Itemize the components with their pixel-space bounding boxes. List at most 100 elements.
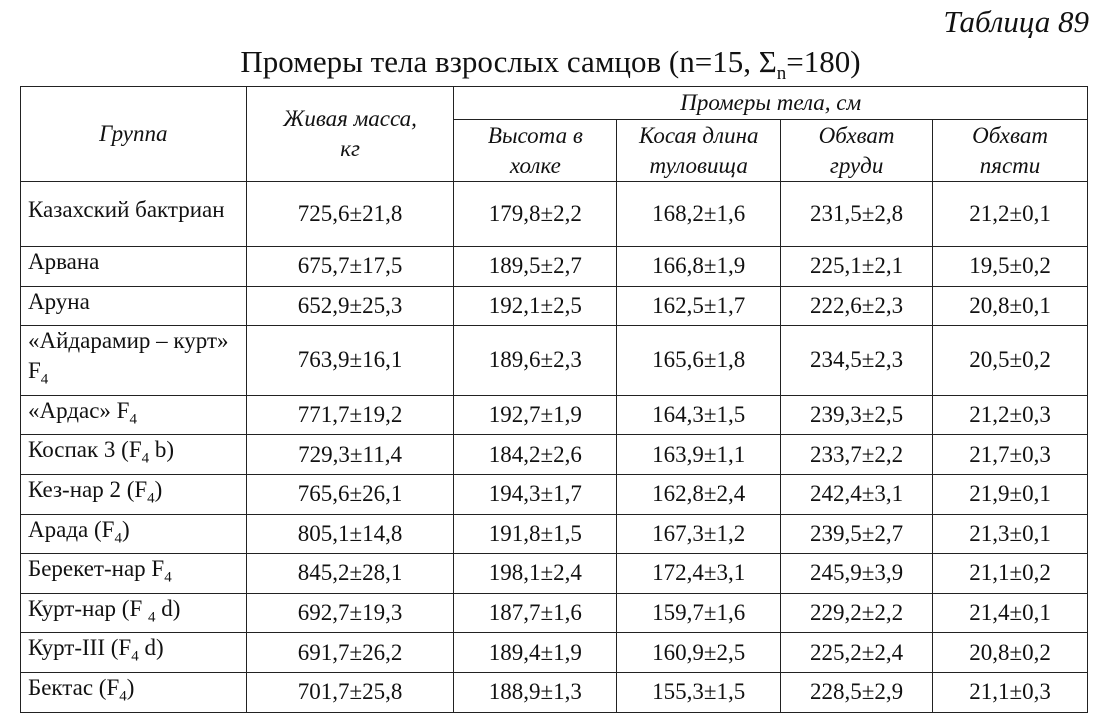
cell-chest: 233,7±2,2 xyxy=(780,434,934,475)
cell-length: 168,2±1,6 xyxy=(616,181,782,247)
cell-mass: 845,2±28,1 xyxy=(245,553,455,594)
cell-mass: 675,7±17,5 xyxy=(245,246,455,287)
header-chest: Обхват груди xyxy=(780,119,934,182)
cell-pastern: 19,5±0,2 xyxy=(932,246,1088,287)
group-pre: Бектас (F xyxy=(28,674,120,700)
table-number: Таблица 89 xyxy=(943,4,1089,39)
cell-group: Аруна xyxy=(20,285,247,327)
cell-mass: 701,7±25,8 xyxy=(245,671,455,713)
cell-mass: 765,6±26,1 xyxy=(245,473,455,515)
group-pre: Курт-III (F xyxy=(28,635,132,661)
cell-chest: 245,9±3,9 xyxy=(780,553,934,594)
table-row: Курт-III (F4 d) 691,7±26,2 189,4±1,9 160,9±… xyxy=(20,632,1088,673)
table-row: Арвана 675,7±17,5 189,5±2,7 166,8±1,9 225,1±… xyxy=(20,246,1088,287)
table-row: Коспак 3 (F4 b) 729,3±11,4 184,2±2,6 163,9±… xyxy=(20,434,1088,475)
cell-length: 163,9±1,1 xyxy=(616,434,782,475)
header-pastern: Обхват пясти xyxy=(932,119,1088,182)
cell-height: 198,1±2,4 xyxy=(453,553,618,594)
cell-height: 179,8±2,2 xyxy=(453,181,618,247)
table-title: Промеры тела взрослых самцов (n=15, Σn=1… xyxy=(0,44,1101,85)
group-sub: 4 xyxy=(119,688,127,705)
cell-height: 189,5±2,7 xyxy=(453,246,618,287)
cell-length: 172,4±3,1 xyxy=(616,553,782,594)
cell-chest: 222,6±2,3 xyxy=(780,285,934,327)
group-pre: Кез-нар 2 (F xyxy=(28,476,148,502)
table-row: «Айдарамир – курт» F4 763,9±16,1 189,6±2,3… xyxy=(20,325,1088,396)
group-pre: Арада (F xyxy=(28,516,115,542)
cell-mass: 805,1±14,8 xyxy=(245,513,455,555)
cell-chest: 228,5±2,9 xyxy=(780,671,934,713)
cell-pastern: 20,8±0,2 xyxy=(932,632,1088,673)
cell-length: 160,9±2,5 xyxy=(616,632,782,673)
group-pre: «Ардас» F xyxy=(28,397,130,423)
table-row: Берекет-нар F4 845,2±28,1 198,1±2,4 172,4±3… xyxy=(20,553,1088,594)
cell-group: Арада (F4) xyxy=(20,513,247,555)
header-body-measures: Промеры тела, см xyxy=(453,86,1088,120)
title-subscript: n xyxy=(776,63,787,85)
cell-group: Берекет-нар F4 xyxy=(20,553,247,594)
group-sub: 4 xyxy=(40,371,49,388)
cell-height: 188,9±1,3 xyxy=(453,671,618,713)
table-row: «Ардас» F4 771,7±19,2 192,7±1,9 164,3±1,5 23… xyxy=(20,394,1088,436)
cell-length: 155,3±1,5 xyxy=(616,671,782,713)
cell-group: «Ардас» F4 xyxy=(20,394,247,436)
cell-height: 189,4±1,9 xyxy=(453,632,618,673)
table-row: Кез-нар 2 (F4) 765,6±26,1 194,3±1,7 162,8±2… xyxy=(20,473,1088,515)
cell-height: 184,2±2,6 xyxy=(453,434,618,475)
cell-pastern: 21,4±0,1 xyxy=(932,592,1088,634)
group-sub: 4 xyxy=(147,490,155,507)
cell-mass: 771,7±19,2 xyxy=(245,394,455,436)
cell-length: 165,6±1,8 xyxy=(616,325,782,396)
cell-group: Бектас (F4) xyxy=(20,671,247,713)
cell-chest: 242,4±3,1 xyxy=(780,473,934,515)
group-sub: 4 xyxy=(148,609,156,626)
cell-pastern: 21,3±0,1 xyxy=(932,513,1088,555)
cell-length: 167,3±1,2 xyxy=(616,513,782,555)
group-post: ) xyxy=(126,674,135,700)
group-sub: 4 xyxy=(114,530,122,547)
cell-pastern: 21,2±0,3 xyxy=(932,394,1088,436)
group-post: b) xyxy=(149,437,175,463)
title-tail: =180) xyxy=(786,44,861,79)
group-pre: Казахский бактриан xyxy=(28,196,225,222)
cell-group: Коспак 3 (F4 b) xyxy=(20,434,247,475)
cell-chest: 225,1±2,1 xyxy=(780,246,934,287)
table-row: Казахский бактриан 725,6±21,8 179,8±2,2 168… xyxy=(20,181,1088,247)
cell-pastern: 21,1±0,2 xyxy=(932,553,1088,594)
group-sub: 4 xyxy=(131,648,139,665)
table-row: Арада (F4) 805,1±14,8 191,8±1,5 167,3±1,2 23… xyxy=(20,513,1088,555)
group-pre: «Айдарамир – курт» F xyxy=(28,328,229,384)
cell-height: 187,7±1,6 xyxy=(453,592,618,634)
table-row: Аруна 652,9±25,3 192,1±2,5 162,5±1,7 222,6±2… xyxy=(20,285,1088,327)
header-length: Косая длина туловища xyxy=(616,119,782,182)
group-post: ) xyxy=(154,476,163,502)
cell-height: 191,8±1,5 xyxy=(453,513,618,555)
group-post: ) xyxy=(121,516,130,542)
group-pre: Берекет-нар F xyxy=(28,556,165,582)
cell-height: 194,3±1,7 xyxy=(453,473,618,515)
cell-chest: 225,2±2,4 xyxy=(780,632,934,673)
group-sub: 4 xyxy=(129,411,137,428)
cell-group: Курт-III (F4 d) xyxy=(20,632,247,673)
cell-chest: 239,5±2,7 xyxy=(780,513,934,555)
cell-group: Кез-нар 2 (F4) xyxy=(20,473,247,515)
header-group: Группа xyxy=(20,86,247,182)
header-height: Высота в холке xyxy=(453,119,618,182)
cell-length: 162,8±2,4 xyxy=(616,473,782,515)
cell-mass: 692,7±19,3 xyxy=(245,592,455,634)
cell-length: 159,7±1,6 xyxy=(616,592,782,634)
cell-pastern: 21,1±0,3 xyxy=(932,671,1088,713)
cell-mass: 691,7±26,2 xyxy=(245,632,455,673)
cell-height: 192,7±1,9 xyxy=(453,394,618,436)
cell-group: «Айдарамир – курт» F4 xyxy=(20,325,247,396)
group-post: d) xyxy=(155,595,181,621)
cell-pastern: 21,2±0,1 xyxy=(932,181,1088,247)
cell-height: 192,1±2,5 xyxy=(453,285,618,327)
cell-length: 162,5±1,7 xyxy=(616,285,782,327)
group-sub: 4 xyxy=(164,569,172,586)
cell-length: 166,8±1,9 xyxy=(616,246,782,287)
header-mass: Живая масса, кг xyxy=(245,86,455,182)
cell-mass: 652,9±25,3 xyxy=(245,285,455,327)
cell-pastern: 21,7±0,3 xyxy=(932,434,1088,475)
measurements-table: Группа Живая масса, кг Промеры тела, см … xyxy=(20,86,1088,713)
